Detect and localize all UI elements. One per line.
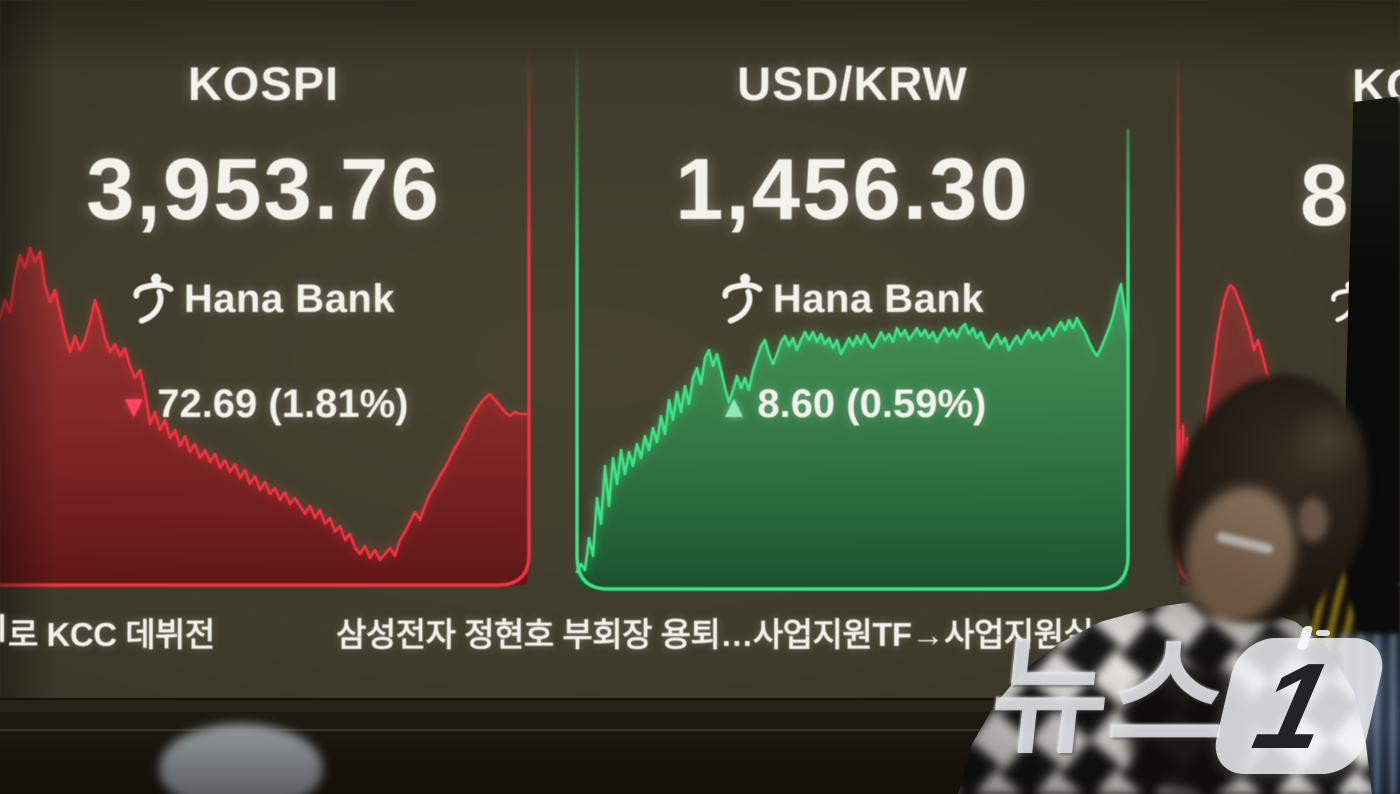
kospi-title: KOSPI xyxy=(187,57,340,110)
ticker-headline-1: 로 KCC 데뷔전 xyxy=(8,616,215,653)
ticker-headline-2: 삼성전자 정현호 부회장 용퇴…사업지원TF→사업지원실 xyxy=(336,616,1094,653)
kospi-intraday-chart xyxy=(0,44,531,587)
kospi-panel-border xyxy=(0,44,531,587)
news1-badge-accent-mark-2 xyxy=(1316,630,1330,636)
usdkrw-title: USD/KRW xyxy=(737,57,968,110)
kospi-brand-name: Hana Bank xyxy=(183,276,396,321)
down-triangle-icon: ▼ xyxy=(118,389,150,424)
hana-bank-logo-icon xyxy=(133,273,174,324)
usdkrw-change-row: ▲ 8.60 (0.59%) xyxy=(577,382,1128,427)
office-chair-backrest xyxy=(160,724,322,794)
kospi-change-row: ▼ 72.69 (1.81%) xyxy=(0,382,527,427)
usdkrw-brand-row: Hana Bank xyxy=(577,272,1128,326)
ticker-clipped-glyph xyxy=(0,614,4,642)
kospi-change-text: 72.69 (1.81%) xyxy=(157,382,409,426)
person-ear xyxy=(1298,498,1328,542)
kospi-brand-row: Hana Bank xyxy=(0,272,527,326)
right-panel-value-partial: 8 xyxy=(1300,147,1349,244)
panel-usdkrw: USD/KRW 1,456.30 Hana Bank ▲ 8.60 (0.59%… xyxy=(577,0,1128,600)
panel-kospi: KOSPI 3,953.76 Hana Bank ▼ 72.69 (1.81%) xyxy=(0,0,527,600)
usdkrw-intraday-chart xyxy=(575,44,1130,591)
hana-bank-logo-icon xyxy=(722,273,763,324)
desk-edge-highlight xyxy=(0,729,1260,731)
news1-badge-digit: 1 xyxy=(1243,638,1343,774)
usdkrw-value: 1,456.30 xyxy=(675,141,1030,238)
news1-watermark-text: 뉴스 xyxy=(984,626,1236,769)
usdkrw-change-text: 8.60 (0.59%) xyxy=(757,382,987,426)
usdkrw-brand-name: Hana Bank xyxy=(772,276,985,321)
up-triangle-icon: ▲ xyxy=(718,389,750,424)
kospi-value: 3,953.76 xyxy=(86,141,441,238)
usdkrw-panel-border xyxy=(575,44,1130,591)
